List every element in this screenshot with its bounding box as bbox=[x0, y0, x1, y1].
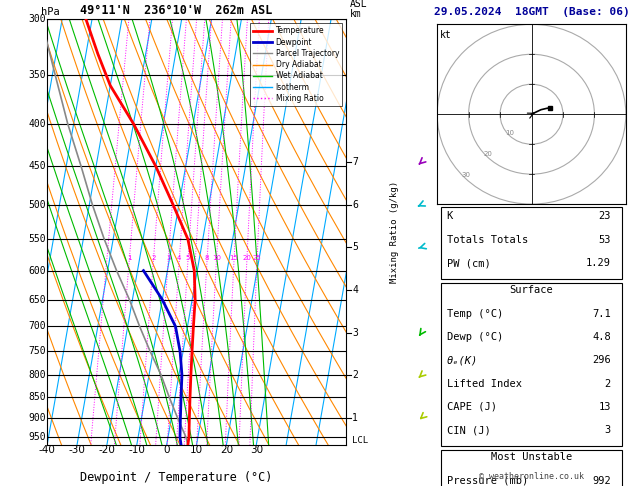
Text: 600: 600 bbox=[28, 266, 46, 276]
Text: Totals Totals: Totals Totals bbox=[447, 235, 528, 245]
Text: 3: 3 bbox=[166, 256, 170, 261]
Text: 650: 650 bbox=[28, 295, 46, 305]
Text: 450: 450 bbox=[28, 161, 46, 172]
Text: 4: 4 bbox=[177, 256, 181, 261]
Text: Dewp (°C): Dewp (°C) bbox=[447, 332, 503, 342]
Text: -30: -30 bbox=[69, 445, 86, 455]
Text: Pressure (mb): Pressure (mb) bbox=[447, 476, 528, 486]
Text: 4.8: 4.8 bbox=[592, 332, 611, 342]
Text: CIN (J): CIN (J) bbox=[447, 425, 491, 435]
Text: 750: 750 bbox=[28, 347, 46, 356]
Text: 800: 800 bbox=[28, 370, 46, 380]
Text: 300: 300 bbox=[28, 15, 46, 24]
Text: ASL: ASL bbox=[349, 0, 367, 9]
Text: 850: 850 bbox=[28, 392, 46, 402]
Text: km: km bbox=[349, 9, 361, 19]
Text: 700: 700 bbox=[28, 321, 46, 331]
Text: 500: 500 bbox=[28, 200, 46, 209]
Text: 15: 15 bbox=[230, 256, 238, 261]
Bar bbox=[441, 450, 622, 486]
Text: CAPE (J): CAPE (J) bbox=[447, 402, 496, 412]
Text: 950: 950 bbox=[28, 432, 46, 442]
Text: 10: 10 bbox=[505, 130, 514, 136]
Text: 296: 296 bbox=[592, 355, 611, 365]
Text: 1: 1 bbox=[352, 413, 358, 423]
Text: 20: 20 bbox=[220, 445, 233, 455]
Text: Mixing Ratio (g/kg): Mixing Ratio (g/kg) bbox=[390, 181, 399, 283]
Text: -10: -10 bbox=[128, 445, 145, 455]
Text: 5: 5 bbox=[186, 256, 190, 261]
Text: 900: 900 bbox=[28, 413, 46, 422]
Text: 29.05.2024  18GMT  (Base: 06): 29.05.2024 18GMT (Base: 06) bbox=[433, 7, 629, 17]
Text: 4: 4 bbox=[352, 285, 358, 295]
Text: 400: 400 bbox=[28, 119, 46, 129]
Text: Dewpoint / Temperature (°C): Dewpoint / Temperature (°C) bbox=[80, 470, 272, 484]
Text: 53: 53 bbox=[598, 235, 611, 245]
Text: Temp (°C): Temp (°C) bbox=[447, 309, 503, 319]
Text: 20: 20 bbox=[483, 151, 492, 157]
Text: 7: 7 bbox=[352, 157, 358, 167]
Text: -20: -20 bbox=[99, 445, 115, 455]
Text: 3: 3 bbox=[604, 425, 611, 435]
Text: 992: 992 bbox=[592, 476, 611, 486]
Text: 10: 10 bbox=[212, 256, 221, 261]
Text: 550: 550 bbox=[28, 234, 46, 244]
Text: LCL: LCL bbox=[352, 436, 369, 446]
Text: Surface: Surface bbox=[509, 285, 554, 295]
Text: 6: 6 bbox=[352, 200, 358, 209]
Bar bbox=[441, 207, 622, 279]
Text: 1.29: 1.29 bbox=[586, 258, 611, 268]
Text: hPa: hPa bbox=[41, 7, 60, 17]
Text: 49°11'N  236°10'W  262m ASL: 49°11'N 236°10'W 262m ASL bbox=[80, 4, 272, 17]
Text: K: K bbox=[447, 211, 453, 222]
Text: PW (cm): PW (cm) bbox=[447, 258, 491, 268]
Text: Lifted Index: Lifted Index bbox=[447, 379, 521, 389]
Text: 10: 10 bbox=[190, 445, 203, 455]
Text: 23: 23 bbox=[598, 211, 611, 222]
Text: 5: 5 bbox=[352, 243, 358, 252]
Text: Most Unstable: Most Unstable bbox=[491, 452, 572, 463]
Text: 2: 2 bbox=[151, 256, 155, 261]
Text: 350: 350 bbox=[28, 70, 46, 80]
Text: θₑ(K): θₑ(K) bbox=[447, 355, 478, 365]
Text: 2: 2 bbox=[604, 379, 611, 389]
Text: 1: 1 bbox=[127, 256, 131, 261]
Text: 20: 20 bbox=[242, 256, 251, 261]
Text: 2: 2 bbox=[352, 370, 358, 380]
Text: 13: 13 bbox=[598, 402, 611, 412]
Text: 0: 0 bbox=[164, 445, 170, 455]
Text: 30: 30 bbox=[250, 445, 263, 455]
Text: kt: kt bbox=[440, 30, 452, 40]
Text: 8: 8 bbox=[205, 256, 209, 261]
Text: 7.1: 7.1 bbox=[592, 309, 611, 319]
Text: 25: 25 bbox=[253, 256, 262, 261]
Text: © weatheronline.co.uk: © weatheronline.co.uk bbox=[479, 472, 584, 481]
Legend: Temperature, Dewpoint, Parcel Trajectory, Dry Adiabat, Wet Adiabat, Isotherm, Mi: Temperature, Dewpoint, Parcel Trajectory… bbox=[250, 23, 342, 106]
Text: -40: -40 bbox=[39, 445, 55, 455]
Text: 30: 30 bbox=[461, 172, 470, 178]
Text: 3: 3 bbox=[352, 328, 358, 338]
Bar bbox=[441, 283, 622, 446]
